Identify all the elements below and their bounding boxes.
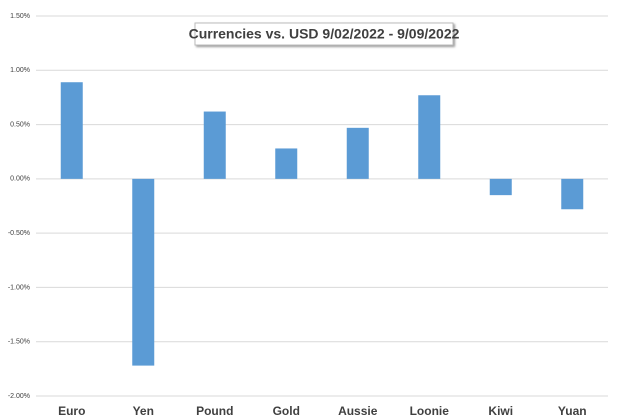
bar [561,178,584,210]
x-tick-label: Loonie [410,404,450,418]
y-tick-label: -0.50% [8,230,30,237]
bar [60,82,83,179]
y-tick-label: -1.50% [8,339,30,346]
grid: 1.50% 1.00% 0.50% 0.00% -0.50% -1.00% -1.50% -2… [8,13,608,400]
y-tick-label: 0.50% [10,121,30,128]
bar [203,111,226,179]
bar [275,148,298,179]
x-tick-label: Pound [196,404,233,418]
y-tick-label: 1.00% [10,67,30,74]
chart-title: Currencies vs. USD 9/02/2022 - 9/09/2022 [189,26,460,42]
bar [132,178,155,366]
y-tick-label: 1.50% [10,13,30,20]
bars [60,82,584,366]
x-tick-label: Euro [58,404,85,418]
bar [489,178,512,196]
bar [346,127,369,179]
y-tick-label: -1.00% [8,284,30,291]
x-tick-label: Gold [273,404,300,418]
y-tick-label: -2.00% [8,393,30,400]
x-tick-label: Aussie [338,404,378,418]
x-tick-label: Kiwi [488,404,513,418]
x-tick-label: Yuan [558,404,587,418]
x-tick-label: Yen [133,404,154,418]
y-tick-label: 0.00% [10,176,30,183]
title-box [194,22,454,46]
bar [418,95,441,179]
